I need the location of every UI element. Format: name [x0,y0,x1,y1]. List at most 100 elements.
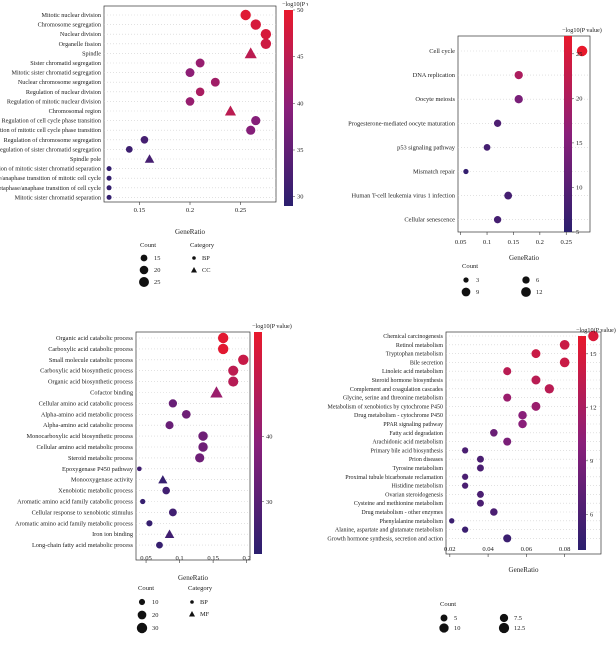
size-legend-label: 20 [154,267,160,274]
y-tick-label: Steroid hormone biosynthesis [372,378,444,384]
size-legend-dot [138,598,146,606]
shape-legend-label: MF [200,611,210,618]
y-tick-label: Regulation of nuclear division [26,89,101,96]
x-tick-label: 0.15 [134,207,146,214]
data-point [195,58,205,68]
data-point [210,77,220,87]
y-tick-label: Steroid metabolic process [68,455,134,462]
y-tick-label: Aromatic amino acid family catabolic pro… [17,499,133,506]
x-tick-label: 0.02 [444,546,456,553]
chart-svg-C: Organic acid catabolic process Carboxylic… [15,323,292,634]
y-tick-label: Mitotic sister chromatid segregation [11,70,101,77]
colorbar-tick-label: 9 [590,458,593,465]
y-tick-label: Organelle fission [59,41,101,48]
y-tick-label: Cellular response to xenobiotic stimulus [32,509,134,516]
y-tick-label: Complement and coagulation cascades [350,387,444,393]
y-tick-label: Small molecule catabolic process [49,357,134,364]
size-legend-title: Count [440,601,456,608]
data-point [531,401,541,411]
size-legend-dot [521,287,531,297]
shape-legend-circle [192,256,196,260]
data-point [463,168,469,175]
data-point [195,87,205,97]
y-tick-label: Human T-cell leukemia virus 1 infection [352,193,456,200]
data-triangle [244,47,257,59]
colorbar-tick-label: 15 [576,140,582,147]
x-tick-label: 0.06 [521,546,533,553]
data-triangle [224,105,237,116]
y-tick-label: Carboxylic acid biosynthetic process [40,368,133,375]
x-tick-label: 0.05 [140,555,152,562]
size-legend-title: Count [138,585,154,592]
size-legend-label: 12 [536,289,542,296]
y-tick-label: Monocarboxylic acid biosynthetic process [27,433,134,440]
size-legend-title: Count [140,242,156,249]
x-tick-label: 0.2 [186,207,194,214]
data-point [462,482,469,489]
data-point [140,135,149,144]
y-tick-label: Organic acid catabolic process [56,335,134,342]
size-legend-dot [440,614,448,622]
dotplot-panel-go-a: Mitotic nuclear division Chromosome segre… [0,0,322,322]
y-tick-label: Cell cycle [429,48,455,55]
y-tick-label: Aromatic amino acid family metabolic pro… [15,520,134,527]
colorbar [284,10,293,206]
size-legend-dot [139,265,149,275]
y-tick-label: Bile secretion [410,360,443,366]
y-tick-label: Drug metabolism - other enzymes [361,510,443,516]
data-point [228,365,239,376]
y-tick-label: Fatty acid degradation [389,431,443,437]
data-point [476,490,484,498]
colorbar [254,332,262,554]
y-tick-label: Metaphase/anaphase transition of cell cy… [0,185,101,192]
y-tick-label: Arachidonic acid metabolism [372,440,443,446]
x-tick-label: 0.1 [483,239,491,246]
data-point [106,175,112,181]
colorbar-tick-label: 6 [590,511,593,518]
y-tick-label: Progesterone-mediated oocyte maturation [348,120,456,127]
y-tick-label: Regulation of mitotic cell cycle phase t… [0,127,101,134]
y-tick-label: Regulation of mitotic nuclear division [7,98,101,105]
size-legend-label: 30 [152,625,158,632]
data-point [168,508,177,517]
data-point [544,384,555,394]
y-tick-label: Tyrosine metabolism [393,466,444,472]
y-tick-label: Long-chain fatty acid metabolic process [32,542,134,549]
shape-legend-triangle [191,267,197,273]
y-tick-label: Histidine metabolism [392,484,444,490]
data-point [503,393,512,402]
chart-svg-A: Mitotic nuclear division Chromosome segre… [0,1,322,287]
data-point [490,508,498,516]
data-point [462,526,469,533]
y-tick-label: Carboxylic acid catabolic process [48,346,133,353]
size-legend-dot [439,623,449,633]
y-tick-label: Primary bile acid biosynthesis [371,448,444,454]
data-point [518,419,527,429]
size-legend-dot [461,287,471,297]
size-legend-label: 7.5 [514,615,522,622]
size-legend-label: 15 [154,255,160,262]
y-tick-label: Tryptophan metabolism [386,352,444,358]
colorbar-tick-label: 35 [297,147,303,154]
data-point [503,534,512,543]
data-point [518,410,527,420]
colorbar-title: −log10(P value) [282,1,308,8]
y-tick-label: Spindle [82,50,101,57]
size-legend-dot [499,613,509,623]
data-point [260,38,272,49]
y-tick-label: Xenobiotic metabolic process [58,488,133,495]
colorbar-title: −log10(P value) [562,27,602,34]
y-tick-label: Chromosomal region [49,108,101,115]
data-point [137,466,142,472]
data-point [531,375,541,385]
colorbar-tick-label: 10 [576,184,582,191]
x-tick-label: 0.25 [235,207,247,214]
x-tick-label: 0.04 [482,546,494,553]
data-point [246,125,256,135]
data-point [559,357,570,368]
y-tick-label: Retinol metabolism [396,343,443,349]
dotplot-panel-kegg-d: Chemical carcinogenesis Retinol metabolis… [308,322,616,643]
size-legend-dot [139,277,149,287]
data-point [462,473,469,480]
y-tick-label: Cellular senescence [404,217,455,224]
